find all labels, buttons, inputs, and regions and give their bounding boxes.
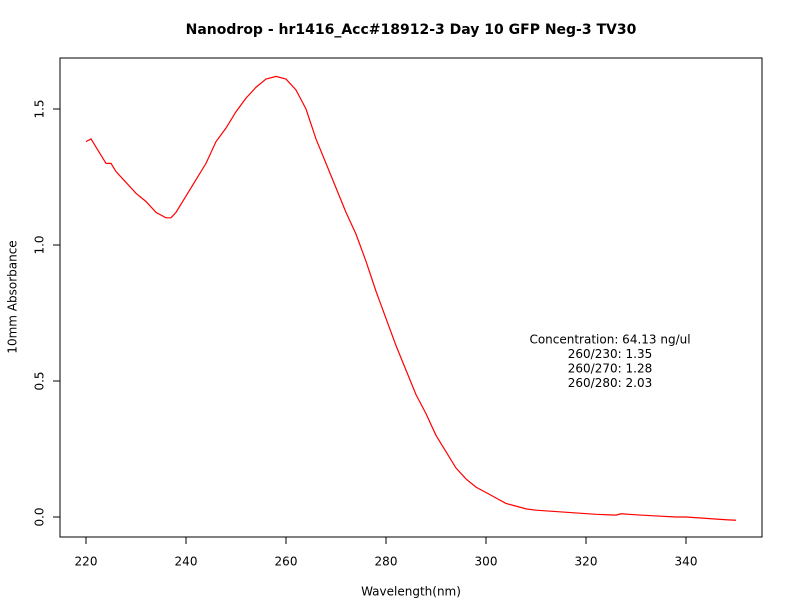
x-tick-label: 220 xyxy=(75,555,98,569)
annotation: 260/230: 1.35 xyxy=(568,347,652,361)
y-axis-label: 10mm Absorbance xyxy=(6,240,20,353)
annotation: 260/270: 1.28 xyxy=(568,362,652,376)
annotation: Concentration: 64.13 ng/ul xyxy=(529,333,690,347)
annotation: 260/280: 2.03 xyxy=(568,376,652,390)
x-axis-label: Wavelength(nm) xyxy=(361,585,461,599)
x-tick-label: 300 xyxy=(475,555,498,569)
x-tick-label: 260 xyxy=(275,555,298,569)
data-line xyxy=(85,75,737,521)
x-tick-label: 340 xyxy=(675,555,698,569)
y-tick-label: 1.0 xyxy=(33,235,47,254)
chart-title: Nanodrop - hr1416_Acc#18912-3 Day 10 GFP… xyxy=(186,22,637,38)
y-tick-label: 0.5 xyxy=(33,371,47,390)
x-tick-label: 240 xyxy=(175,555,198,569)
x-tick-label: 320 xyxy=(575,555,598,569)
y-tick-label: 1.5 xyxy=(33,99,47,118)
y-tick-label: 0.0 xyxy=(33,507,47,526)
x-tick-label: 280 xyxy=(375,555,398,569)
plot-frame xyxy=(59,57,763,538)
